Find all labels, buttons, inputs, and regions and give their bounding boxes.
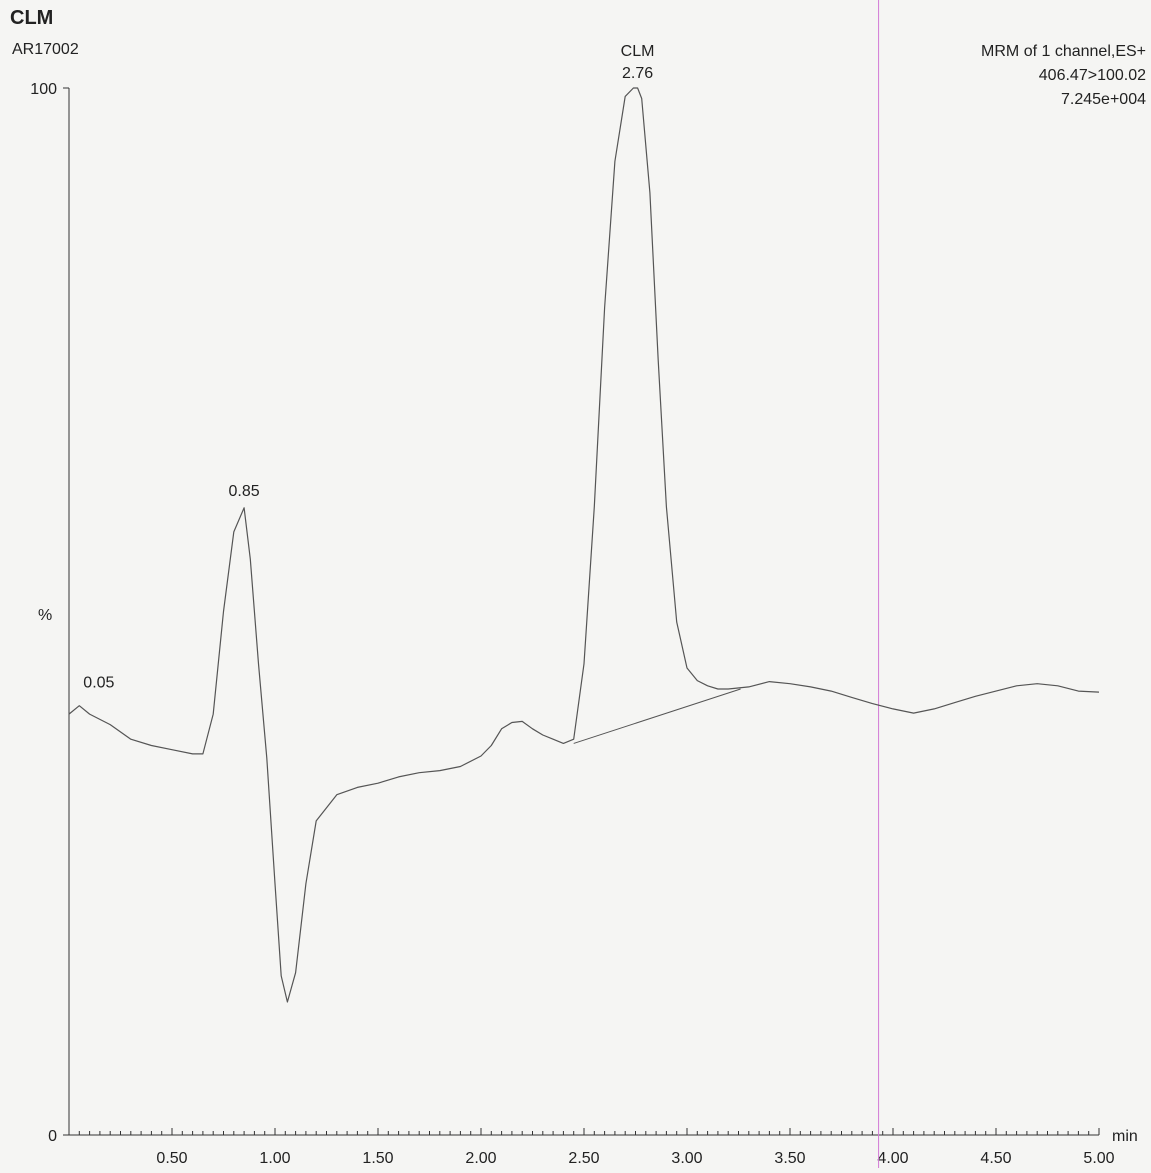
x-tick-label: 3.00 (671, 1150, 702, 1167)
chart-marks: 0 100 0.50 1.00 1.50 2.00 2.50 3.00 3.50 4.00 4.50… (30, 0, 1115, 1168)
chart-title: CLM (10, 7, 53, 29)
x-tick-label: 4.50 (980, 1150, 1011, 1167)
x-tick-label: 5.00 (1083, 1150, 1114, 1167)
peak-rt-label: 0.05 (83, 675, 114, 692)
x-tick-label: 2.50 (568, 1150, 599, 1167)
info-line-2: 406.47>100.02 (1039, 67, 1146, 84)
info-line-3: 7.245e+004 (1061, 91, 1146, 108)
x-tick-label: 0.50 (156, 1150, 187, 1167)
info-line-1: MRM of 1 channel,ES+ (981, 43, 1146, 60)
x-axis-label: min (1112, 1128, 1138, 1145)
sample-id: AR17002 (12, 41, 79, 58)
y-tick-label: 100 (30, 81, 57, 98)
peak-rt-label: 0.85 (229, 483, 260, 500)
peak-name-label: CLM (621, 43, 655, 60)
series-line (68, 87, 1100, 1003)
integration-baseline (573, 688, 741, 744)
x-tick-label: 2.00 (465, 1150, 496, 1167)
x-tick-label: 1.50 (362, 1150, 393, 1167)
x-tick-label: 4.00 (877, 1150, 908, 1167)
y-axis-label: % (38, 607, 52, 624)
x-tick-label: 1.00 (259, 1150, 290, 1167)
x-tick-label: 3.50 (774, 1150, 805, 1167)
peak-rt-label: 2.76 (622, 65, 653, 82)
y-tick-label: 0 (48, 1128, 57, 1145)
